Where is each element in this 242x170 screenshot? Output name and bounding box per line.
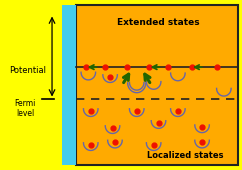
Text: Extended states: Extended states	[117, 19, 200, 27]
Bar	[76, 5, 238, 165]
Text: Fermi
level: Fermi level	[15, 99, 36, 118]
Bar	[62, 5, 76, 165]
Text: Localized states: Localized states	[147, 151, 223, 160]
Text: Potential: Potential	[9, 66, 46, 75]
